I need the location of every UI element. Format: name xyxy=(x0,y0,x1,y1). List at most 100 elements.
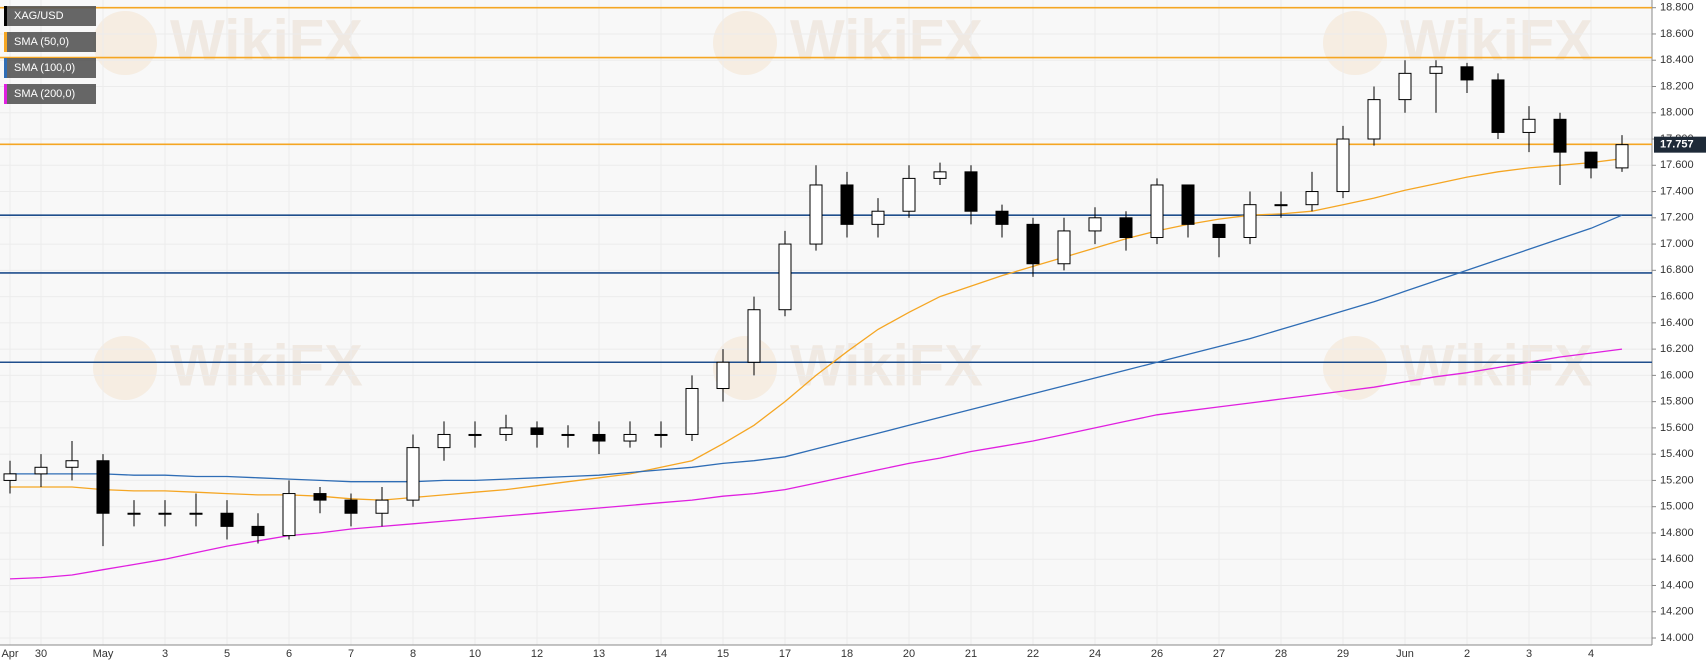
y-tick-label: 18.000 xyxy=(1660,107,1694,119)
y-tick-label: 15.600 xyxy=(1660,422,1694,434)
legend-box xyxy=(4,84,96,104)
candle-body xyxy=(1584,151,1598,169)
candle-body xyxy=(685,388,699,435)
candle-body xyxy=(1460,66,1474,81)
candle-body xyxy=(809,184,823,245)
legend-swatch xyxy=(4,6,7,26)
x-tick-label: 27 xyxy=(1213,648,1225,660)
y-tick-label: 16.600 xyxy=(1660,290,1694,302)
x-tick-label: 10 xyxy=(469,648,481,660)
y-tick-label: 16.000 xyxy=(1660,369,1694,381)
candle-body xyxy=(65,460,79,468)
x-tick-label: 5 xyxy=(224,648,230,660)
candle-body xyxy=(406,447,420,501)
candle-body xyxy=(1026,223,1040,265)
candle-body xyxy=(1305,191,1319,206)
candle-body xyxy=(1429,66,1443,74)
x-tick-label: 28 xyxy=(1275,648,1287,660)
y-tick-label: 17.000 xyxy=(1660,238,1694,250)
watermark: WikiFX xyxy=(790,8,983,73)
candle-body xyxy=(1522,118,1536,133)
sma-line xyxy=(10,214,1623,483)
y-tick-label: 17.200 xyxy=(1660,212,1694,224)
x-tick-label: 14 xyxy=(655,648,667,660)
y-tick-label: 16.200 xyxy=(1660,343,1694,355)
watermark-logo xyxy=(93,336,157,400)
candle-body xyxy=(1212,223,1226,238)
candle-body xyxy=(747,309,761,363)
y-tick-label: 14.800 xyxy=(1660,527,1694,539)
x-tick-label: 15 xyxy=(717,648,729,660)
y-tick-label: 15.400 xyxy=(1660,448,1694,460)
x-tick-label: 24 xyxy=(1089,648,1101,660)
candle-body xyxy=(871,210,885,225)
legend-box xyxy=(4,32,96,52)
y-tick-label: 17.600 xyxy=(1660,159,1694,171)
y-tick-label: 16.800 xyxy=(1660,264,1694,276)
candle-body xyxy=(1057,230,1071,265)
x-tick-label: 3 xyxy=(1526,648,1532,660)
x-tick-label: 3 xyxy=(162,648,168,660)
legend-label: SMA (50,0) xyxy=(14,36,69,48)
x-tick-label: 21 xyxy=(965,648,977,660)
watermark-logo xyxy=(93,11,157,75)
y-tick-label: 18.800 xyxy=(1660,2,1694,14)
candle-body xyxy=(1119,217,1133,238)
legend-swatch xyxy=(4,32,7,52)
x-tick-label: 17 xyxy=(779,648,791,660)
candle-body xyxy=(1274,204,1288,207)
sma-line xyxy=(10,158,1623,501)
candle-body xyxy=(127,512,141,515)
x-tick-label: 13 xyxy=(593,648,605,660)
candle-body xyxy=(530,427,544,435)
candle-body xyxy=(158,512,172,515)
y-tick-label: 18.600 xyxy=(1660,28,1694,40)
candle-body xyxy=(623,433,637,442)
x-tick-label: Jun xyxy=(1396,648,1414,660)
y-tick-label: 14.200 xyxy=(1660,606,1694,618)
x-tick-label: 30 xyxy=(35,648,47,660)
candle-body xyxy=(561,433,575,436)
x-tick-label: 12 xyxy=(531,648,543,660)
candle-body xyxy=(437,433,451,449)
candle-body xyxy=(1615,144,1629,169)
candle-body xyxy=(313,493,327,501)
x-tick-label: 29 xyxy=(1337,648,1349,660)
y-tick-label: 17.400 xyxy=(1660,185,1694,197)
watermark: WikiFX xyxy=(170,333,363,398)
candle-body xyxy=(902,177,916,212)
x-tick-label: 26 xyxy=(1151,648,1163,660)
y-tick-label: 16.400 xyxy=(1660,317,1694,329)
candle-body xyxy=(344,499,358,514)
y-tick-label: 15.800 xyxy=(1660,396,1694,408)
candle-body xyxy=(592,433,606,442)
x-tick-label: 7 xyxy=(348,648,354,660)
candle-body xyxy=(1336,138,1350,193)
candle-body xyxy=(840,184,854,225)
y-tick-label: 14.000 xyxy=(1660,632,1694,644)
candle-body xyxy=(964,171,978,212)
y-tick-label: 18.200 xyxy=(1660,80,1694,92)
x-tick-label: Apr xyxy=(1,648,18,660)
sma-line xyxy=(9,348,1623,580)
candle-body xyxy=(1181,184,1195,225)
candle-body xyxy=(778,243,792,311)
candle-body xyxy=(189,512,203,515)
legend-swatch xyxy=(4,84,7,104)
candle-body xyxy=(995,210,1009,225)
legend-box xyxy=(4,58,96,78)
candle-body xyxy=(3,473,17,481)
y-tick-label: 14.400 xyxy=(1660,579,1694,591)
y-tick-label: 14.600 xyxy=(1660,553,1694,565)
candle-body xyxy=(375,499,389,514)
watermark: WikiFX xyxy=(1400,333,1593,398)
candle-body xyxy=(1398,72,1412,101)
candle-body xyxy=(1491,79,1505,133)
x-tick-label: 2 xyxy=(1464,648,1470,660)
y-tick-label: 15.200 xyxy=(1660,474,1694,486)
candle-body xyxy=(34,466,48,475)
candle-body xyxy=(933,171,947,179)
candle-body xyxy=(1553,118,1567,153)
x-tick-label: 6 xyxy=(286,648,292,660)
